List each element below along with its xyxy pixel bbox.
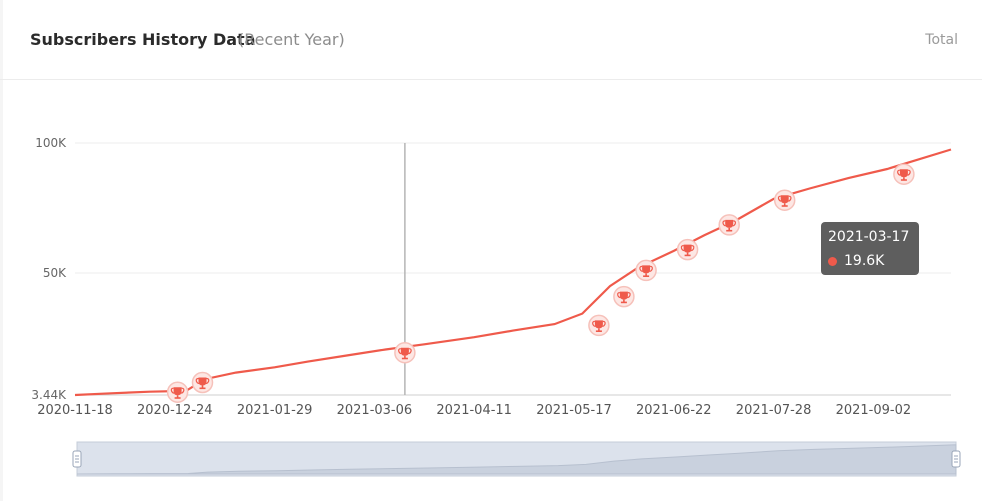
trophy-marker[interactable] — [191, 371, 214, 394]
card-edge — [0, 0, 3, 501]
x-tick-label: 2020-12-24 — [137, 403, 213, 418]
x-tick-label: 2021-01-29 — [237, 403, 313, 418]
y-axis: 100K 50K 3.44K — [31, 136, 67, 402]
zoom-preview-area — [76, 444, 957, 475]
zoom-handle-left[interactable] — [72, 450, 82, 468]
x-tick-label: 2021-04-11 — [436, 403, 512, 418]
grid-lines — [75, 142, 951, 396]
x-tick-label: 2021-09-02 — [836, 403, 912, 418]
x-tick-label: 2021-06-22 — [636, 403, 712, 418]
chart-title: Subscribers History Data — [30, 30, 256, 49]
zoom-handle-right[interactable] — [951, 450, 961, 468]
milestone-markers — [166, 163, 915, 403]
trophy-marker[interactable] — [773, 189, 796, 211]
x-axis: 2020-11-18 2020-12-24 2021-01-29 2021-03-06… — [37, 403, 911, 418]
tooltip-value: 19.6K — [844, 253, 885, 269]
trophy-marker[interactable] — [676, 238, 699, 261]
y-tick-label: 3.44K — [31, 388, 67, 402]
x-tick-label: 2021-05-17 — [536, 403, 612, 418]
y-tick-label: 50K — [43, 266, 67, 280]
x-tick-label: 2020-11-18 — [37, 403, 113, 418]
trophy-marker[interactable] — [893, 163, 915, 185]
total-toggle[interactable]: Total — [925, 32, 958, 48]
chart-tooltip: 2021-03-17 19.6K — [821, 222, 919, 275]
trophy-marker[interactable] — [613, 285, 635, 308]
trophy-marker[interactable] — [718, 214, 740, 236]
tooltip-series-dot — [828, 257, 837, 266]
trophy-marker[interactable] — [166, 381, 189, 403]
trophy-marker[interactable] — [394, 341, 416, 364]
zoom-slider[interactable] — [72, 441, 961, 477]
x-tick-label: 2021-03-06 — [337, 403, 413, 418]
trophy-marker[interactable] — [588, 314, 610, 337]
series-line — [74, 148, 952, 397]
trophy-marker[interactable] — [635, 259, 657, 282]
chart-subtitle: (Recent Year) — [238, 30, 345, 49]
x-tick-label: 2021-07-28 — [736, 403, 812, 418]
tooltip-date: 2021-03-17 — [828, 229, 910, 245]
card-header: Subscribers History Data (Recent Year) T… — [0, 0, 982, 80]
y-tick-label: 100K — [35, 136, 67, 150]
